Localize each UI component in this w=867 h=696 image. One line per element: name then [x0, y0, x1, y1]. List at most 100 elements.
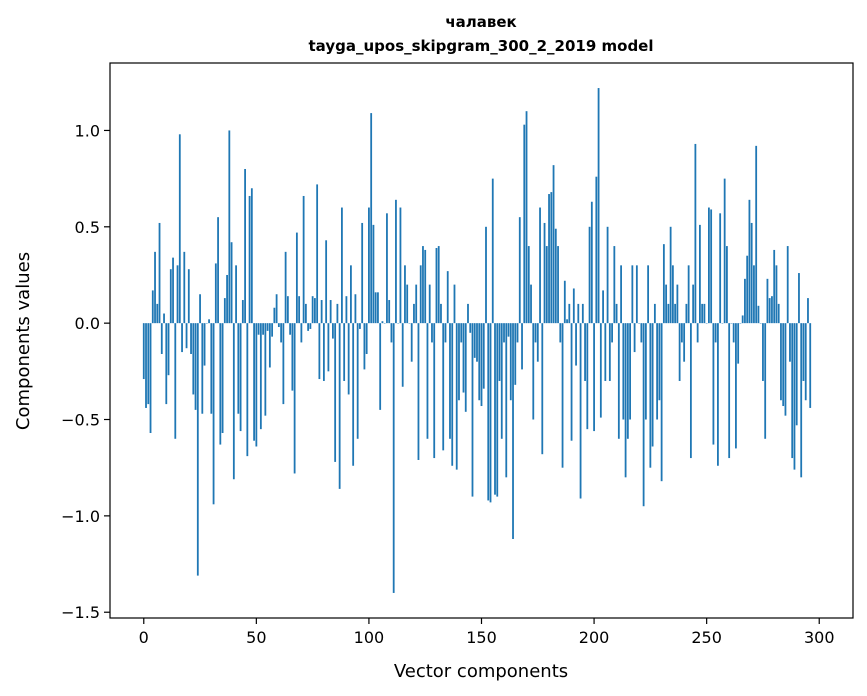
bar	[422, 246, 424, 324]
bar	[437, 246, 440, 324]
bar	[181, 323, 183, 353]
bar	[728, 323, 731, 459]
bar	[701, 303, 704, 324]
bar	[599, 323, 602, 418]
bar	[647, 265, 650, 324]
bar	[737, 323, 740, 364]
bar	[518, 217, 521, 324]
bar	[192, 323, 195, 395]
chart-title: чалавек	[445, 13, 516, 31]
bar	[309, 323, 312, 329]
bar	[642, 323, 645, 507]
bar	[390, 323, 393, 343]
bar	[786, 246, 789, 324]
bar	[669, 226, 672, 324]
bar	[343, 323, 346, 381]
bar	[300, 323, 303, 343]
bar	[464, 323, 467, 412]
bar	[374, 292, 377, 324]
bar	[446, 271, 449, 324]
bar	[318, 323, 321, 380]
bar	[726, 246, 728, 324]
bar	[178, 134, 181, 324]
bar	[259, 323, 262, 430]
bar	[692, 284, 695, 324]
bar	[471, 323, 474, 497]
bar	[604, 323, 607, 381]
bar	[147, 323, 150, 405]
bar	[210, 323, 213, 414]
bar	[766, 278, 769, 324]
bar	[451, 323, 454, 466]
bar	[683, 323, 686, 362]
bar	[149, 323, 152, 433]
bar	[399, 207, 402, 324]
bar	[800, 323, 803, 478]
bar	[680, 323, 683, 343]
bar	[196, 323, 199, 576]
chart-subtitle: tayga_upos_skipgram_300_2_2019 model	[309, 37, 654, 55]
bar	[714, 323, 717, 343]
bar	[566, 319, 568, 324]
bar	[543, 222, 546, 324]
bar	[660, 323, 663, 482]
bar	[230, 242, 233, 324]
bar	[798, 273, 800, 324]
bar	[775, 265, 778, 324]
bar	[678, 323, 681, 381]
bar	[455, 323, 458, 470]
bar	[620, 265, 622, 324]
x-tick-label: 0	[139, 628, 149, 647]
bar	[176, 265, 179, 324]
bar	[491, 178, 494, 324]
bar	[557, 246, 559, 324]
bar	[710, 209, 713, 324]
bar	[708, 207, 710, 324]
bar	[534, 323, 537, 343]
bar	[336, 303, 339, 324]
bar	[478, 323, 481, 401]
bar	[516, 323, 519, 343]
bar	[550, 192, 553, 324]
bar	[183, 251, 186, 324]
bar	[780, 323, 782, 401]
bar	[782, 323, 785, 407]
bar	[246, 323, 249, 457]
bar	[658, 323, 661, 401]
bar	[458, 323, 460, 401]
bar	[334, 323, 337, 462]
bar	[512, 323, 514, 539]
bar	[719, 213, 722, 324]
bar	[489, 323, 492, 503]
bar	[345, 296, 348, 324]
bar	[665, 284, 668, 324]
bar	[440, 303, 442, 324]
x-axis: 0 50 100 150 200 250 300	[139, 618, 835, 647]
bar	[320, 300, 323, 324]
bar	[325, 240, 328, 324]
bar	[419, 265, 422, 324]
bar	[757, 305, 760, 324]
y-tick-label: −0.5	[61, 411, 100, 430]
bar	[521, 323, 523, 370]
bar	[142, 323, 145, 380]
bar	[541, 323, 544, 455]
bar	[151, 290, 154, 324]
bar	[572, 288, 575, 324]
bar	[172, 257, 174, 324]
bar	[588, 226, 591, 324]
x-axis-label: Vector components	[394, 661, 568, 682]
bar	[284, 251, 287, 324]
bar	[559, 323, 562, 343]
bar	[748, 199, 751, 324]
bar	[809, 323, 812, 408]
bar	[187, 269, 190, 324]
bar	[449, 323, 451, 439]
bar	[561, 323, 564, 468]
bar	[602, 290, 604, 324]
bar	[590, 201, 593, 324]
bar	[235, 265, 237, 324]
bar	[241, 300, 244, 324]
bar	[624, 323, 627, 478]
bar	[433, 323, 436, 459]
